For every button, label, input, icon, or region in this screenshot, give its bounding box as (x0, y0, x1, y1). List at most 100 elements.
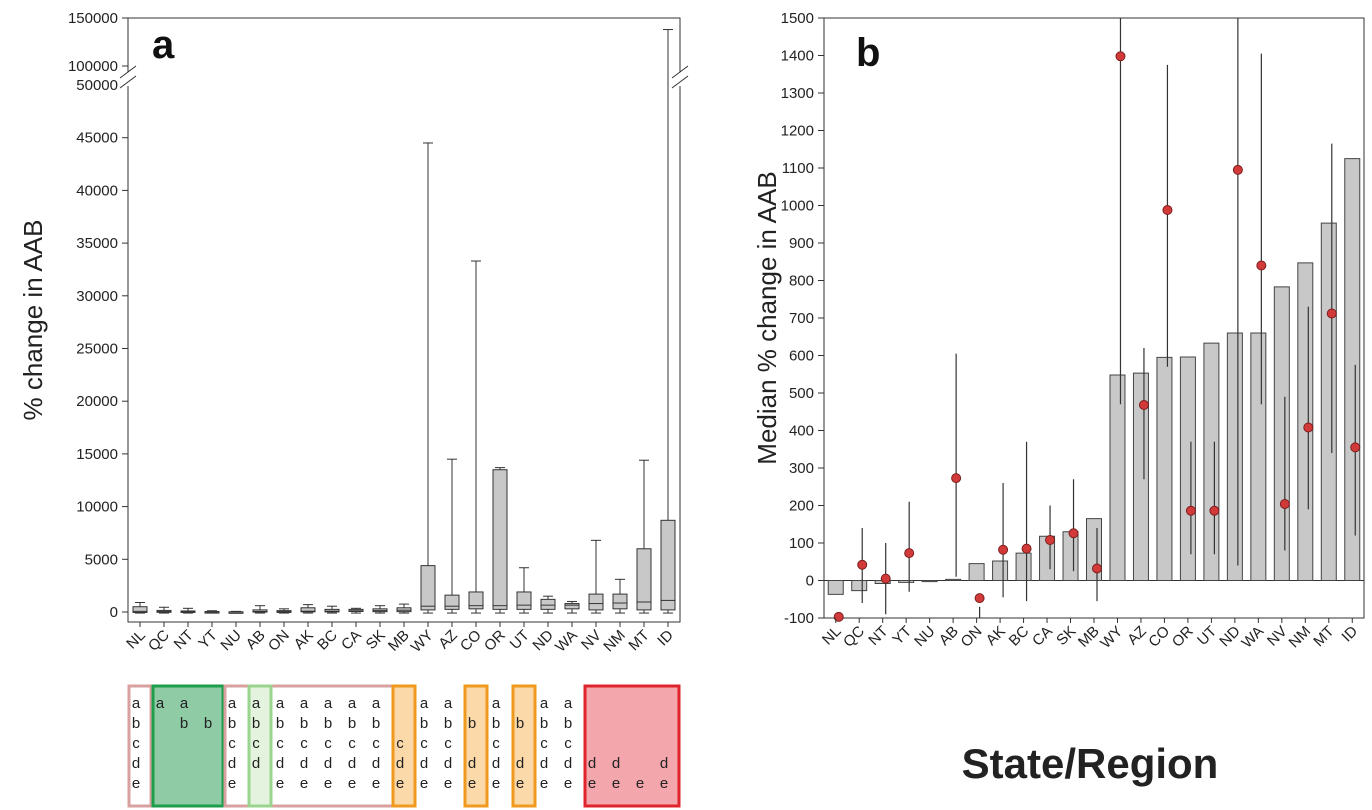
plot-frame-a (127, 17, 681, 623)
axis-break-mark-a (119, 65, 137, 79)
y-tick-label-a: 40000 (76, 182, 118, 199)
box-a (444, 594, 460, 610)
box-a (492, 469, 508, 610)
y-axis-title-a: % change in AAB (18, 220, 48, 421)
significance-letter: d (420, 755, 428, 772)
significance-letter: e (660, 775, 668, 792)
significance-letter: e (636, 775, 644, 792)
bar-b (992, 560, 1009, 581)
x-tick-label-a: NT (171, 627, 197, 653)
significance-letter: d (660, 755, 668, 772)
y-tick-label-a: 100000 (68, 58, 118, 75)
x-axis-title: State/Region (962, 740, 1219, 787)
box-a (636, 548, 652, 611)
significance-letter: c (132, 735, 140, 752)
axis-break-mark-a (671, 75, 689, 89)
x-tick-label-a: NV (578, 627, 605, 654)
significance-letter: e (372, 775, 380, 792)
significance-letter: b (348, 715, 356, 732)
x-tick-label-b: NL (819, 623, 845, 649)
x-tick-label-a: SK (363, 627, 389, 653)
x-tick-label-a: MB (385, 627, 413, 655)
x-tick-label-a: UT (507, 627, 533, 653)
y-axis-title-b: Median % change in AAB (752, 171, 782, 464)
y-tick-label-a: 35000 (76, 235, 118, 252)
significance-letter: a (180, 695, 189, 712)
bar-b (945, 578, 962, 581)
significance-letter: e (396, 775, 404, 792)
y-tick-label-b: 1200 (781, 123, 814, 140)
axis-break-gap-a (671, 72, 689, 86)
bar-b (1320, 222, 1337, 581)
bar-b (1297, 262, 1314, 581)
significance-letter: a (564, 695, 573, 712)
significance-letter: d (228, 755, 236, 772)
data-point-b (1209, 505, 1220, 516)
significance-letter: b (444, 715, 452, 732)
significance-letter: a (228, 695, 237, 712)
y-tick-label-b: 500 (789, 385, 814, 402)
significance-letter: a (132, 695, 141, 712)
significance-letter: c (492, 735, 500, 752)
significance-letter: b (228, 715, 236, 732)
x-tick-label-b: MB (1075, 623, 1103, 651)
bar-b (851, 580, 868, 592)
x-tick-label-a: CA (338, 627, 365, 654)
y-tick-label-b: -100 (784, 610, 814, 627)
x-tick-label-a: AZ (435, 627, 461, 653)
x-tick-label-a: ON (265, 627, 293, 655)
y-tick-label-b: 800 (789, 273, 814, 290)
letter-group-box (463, 684, 489, 808)
significance-letter: a (276, 695, 285, 712)
data-point-b (1232, 164, 1243, 175)
data-point-b (1115, 51, 1126, 62)
significance-letter: b (372, 715, 380, 732)
x-tick-label-b: WY (1097, 623, 1126, 652)
significance-letter: c (540, 735, 548, 752)
box-a (540, 598, 556, 610)
significance-letter: d (132, 755, 140, 772)
bar-b (827, 580, 844, 595)
letter-group-box (391, 684, 417, 808)
x-tick-label-b: CA (1029, 623, 1056, 650)
significance-letter: c (348, 735, 356, 752)
bar-b (1203, 342, 1220, 581)
x-tick-label-b: ID (1338, 623, 1361, 646)
significance-letter: b (468, 715, 476, 732)
data-point-b (833, 611, 844, 622)
data-point-b (998, 544, 1009, 555)
y-tick-label-b: 200 (789, 498, 814, 515)
y-tick-label-a: 30000 (76, 288, 118, 305)
letter-group-box (247, 684, 273, 808)
significance-letter: b (252, 715, 260, 732)
x-tick-label-a: WY (408, 627, 437, 656)
bar-b (921, 580, 938, 583)
significance-letter: b (132, 715, 140, 732)
y-tick-label-a: 10000 (76, 499, 118, 516)
significance-letter: c (372, 735, 380, 752)
data-point-b (1045, 535, 1056, 545)
bar-b (1015, 552, 1032, 581)
data-point-b (1068, 528, 1079, 539)
significance-letter: e (276, 775, 284, 792)
letter-group-box (511, 684, 537, 808)
x-tick-label-b: AZ (1124, 623, 1150, 649)
x-tick-label-b: QC (840, 623, 868, 651)
x-tick-label-a: NM (600, 627, 629, 656)
significance-letter: e (348, 775, 356, 792)
significance-letter: b (180, 715, 188, 732)
data-point-b (1256, 260, 1267, 271)
significance-letter: b (492, 715, 500, 732)
x-tick-label-a: MT (625, 627, 652, 654)
y-tick-label-b: 1100 (782, 160, 814, 177)
x-tick-label-b: AB (936, 623, 962, 649)
x-tick-label-a: OR (481, 627, 509, 655)
significance-letter: a (444, 695, 453, 712)
y-tick-label-a: 5000 (85, 551, 118, 568)
significance-letter: e (564, 775, 572, 792)
y-tick-label-b: 700 (789, 310, 814, 327)
significance-letter: a (540, 695, 549, 712)
significance-letter: a (372, 695, 381, 712)
y-tick-label-a: 25000 (76, 341, 118, 358)
